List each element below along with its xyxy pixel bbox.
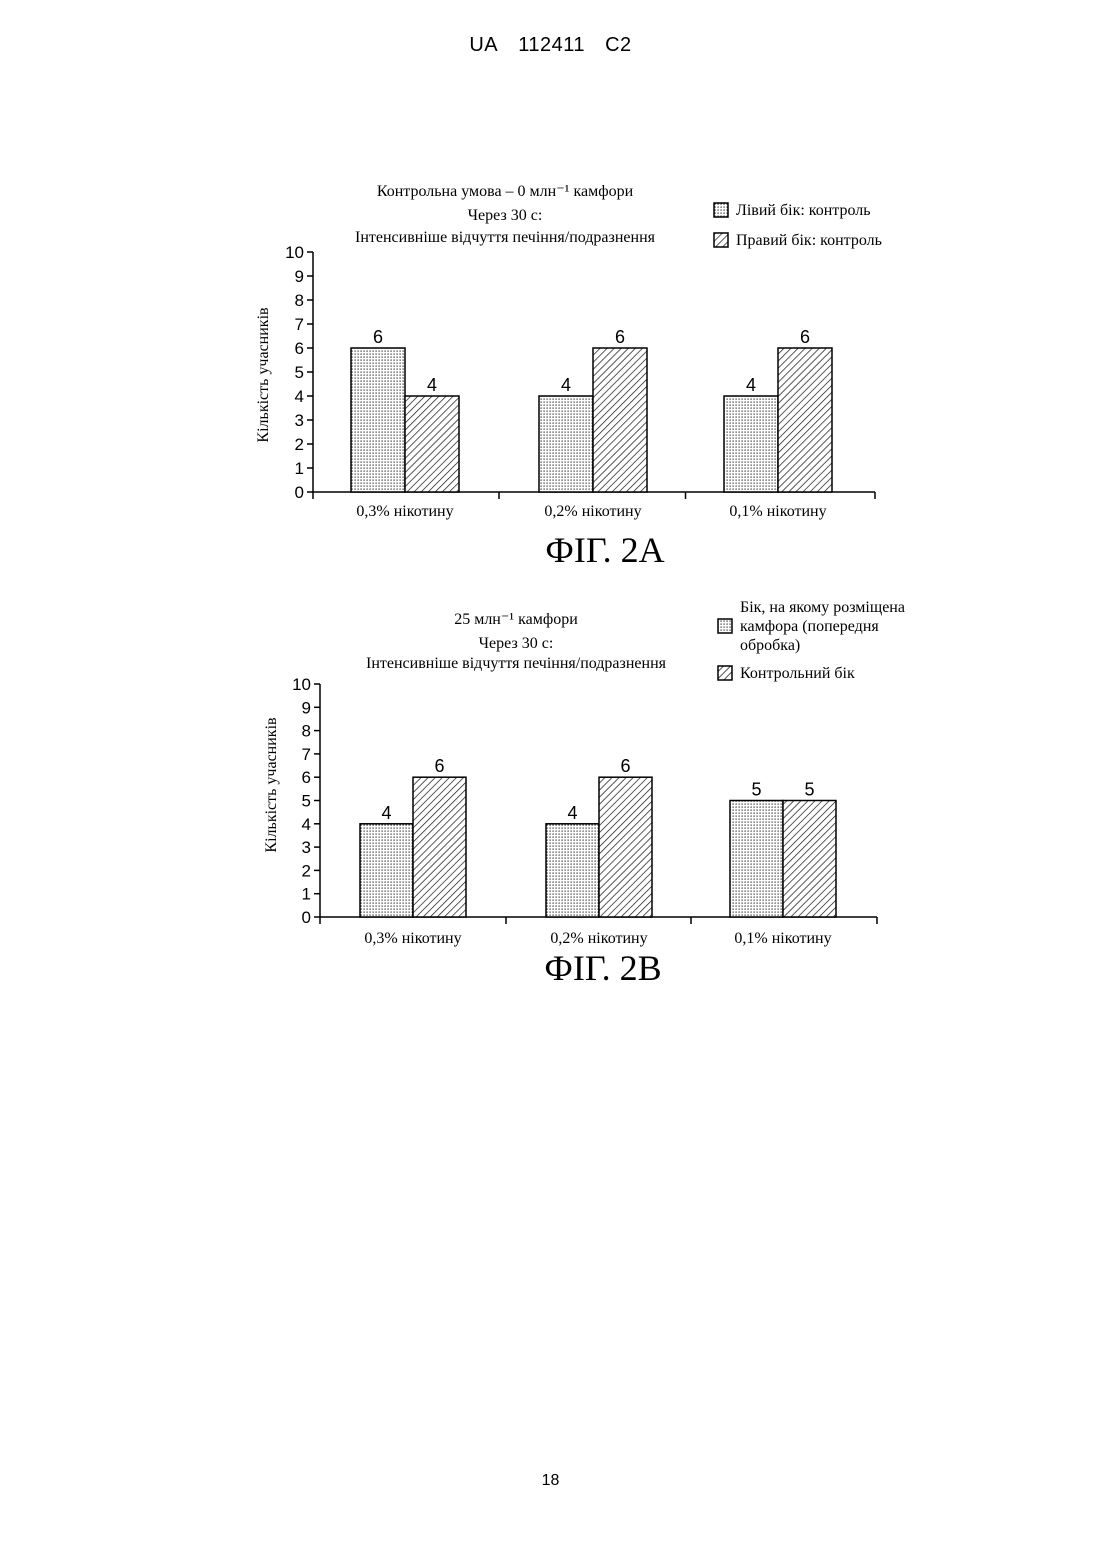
- y-tick-label: 3: [302, 838, 311, 857]
- bar: [783, 801, 836, 918]
- y-tick-label: 7: [302, 745, 311, 764]
- x-category-label: 0,2% нікотину: [550, 930, 647, 947]
- y-tick-label: 9: [295, 267, 304, 286]
- bar-value-label: 6: [373, 327, 383, 347]
- y-tick-label: 8: [302, 722, 311, 741]
- x-category-label: 0,1% нікотину: [734, 930, 831, 947]
- y-tick-label: 5: [302, 792, 311, 811]
- chart-title-line: Через 30 с:: [479, 635, 554, 652]
- figure-label: ФІГ. 2А: [545, 530, 664, 570]
- legend-label: обробка): [740, 637, 800, 654]
- y-tick-label: 2: [302, 861, 311, 880]
- bar-value-label: 4: [561, 375, 571, 395]
- y-tick-label: 10: [285, 243, 304, 262]
- legend-swatch: [714, 203, 728, 217]
- y-tick-label: 4: [302, 815, 311, 834]
- header-number: 112411: [518, 34, 585, 56]
- y-tick-label: 0: [302, 908, 311, 927]
- x-category-label: 0,1% нікотину: [729, 503, 826, 520]
- figure-2b-chart: 25 млн⁻¹ камфори Через 30 с: Інтенсивніше …: [0, 590, 1101, 990]
- bar: [360, 824, 413, 917]
- bar: [546, 824, 599, 917]
- bar: [413, 777, 466, 917]
- bar-value-label: 4: [427, 375, 437, 395]
- y-tick-label: 5: [295, 363, 304, 382]
- bar: [351, 348, 405, 492]
- y-tick-label: 2: [295, 435, 304, 454]
- legend-label: Лівий бік: контроль: [736, 202, 871, 219]
- figure-2a-chart: Контрольна умова – 0 млн⁻¹ камфори Через …: [0, 170, 1101, 570]
- y-tick-label: 1: [302, 885, 311, 904]
- legend-label: Правий бік: контроль: [736, 232, 882, 249]
- bar-value-label: 6: [434, 756, 444, 776]
- chart-title-line: Інтенсивніше відчуття печіння/подразненн…: [355, 229, 656, 246]
- legend-label: Контрольний бік: [740, 665, 855, 682]
- bar: [539, 396, 593, 492]
- bar: [599, 777, 652, 917]
- y-tick-label: 4: [295, 387, 304, 406]
- figure-label: ФІГ. 2В: [544, 948, 661, 988]
- chart-title-line: 25 млн⁻¹ камфори: [454, 611, 578, 628]
- document-header: UA 112411 C2: [0, 34, 1101, 57]
- chart-title-line: Контрольна умова – 0 млн⁻¹ камфори: [377, 183, 634, 200]
- x-category-label: 0,3% нікотину: [364, 930, 461, 947]
- legend-label: камфора (попередня: [740, 618, 879, 635]
- x-category-label: 0,2% нікотину: [544, 503, 641, 520]
- y-axis-label: Кількість учасників: [255, 307, 272, 443]
- legend-swatch: [718, 666, 732, 680]
- bar-value-label: 5: [804, 780, 814, 800]
- y-tick-label: 6: [295, 339, 304, 358]
- y-tick-label: 10: [292, 675, 311, 694]
- bar: [405, 396, 459, 492]
- bar: [724, 396, 778, 492]
- bar-value-label: 6: [620, 756, 630, 776]
- bar: [730, 801, 783, 918]
- bar-value-label: 4: [567, 803, 577, 823]
- page-number: 18: [0, 1472, 1101, 1490]
- bar-value-label: 5: [751, 780, 761, 800]
- bar-value-label: 4: [746, 375, 756, 395]
- chart-title-line: Інтенсивніше відчуття печіння/подразненн…: [366, 655, 667, 672]
- header-kind: C2: [605, 34, 632, 56]
- chart-title-line: Через 30 с:: [468, 207, 543, 224]
- y-tick-label: 6: [302, 768, 311, 787]
- bar-value-label: 4: [381, 803, 391, 823]
- legend-swatch: [718, 619, 732, 633]
- y-axis-label: Кількість учасників: [263, 717, 280, 853]
- x-category-label: 0,3% нікотину: [356, 503, 453, 520]
- y-tick-label: 9: [302, 698, 311, 717]
- y-tick-label: 7: [295, 315, 304, 334]
- bar: [778, 348, 832, 492]
- y-tick-label: 8: [295, 291, 304, 310]
- legend-label: Бік, на якому розміщена: [740, 599, 905, 616]
- y-tick-label: 0: [295, 483, 304, 502]
- bar: [593, 348, 647, 492]
- y-tick-label: 3: [295, 411, 304, 430]
- bar-value-label: 6: [800, 327, 810, 347]
- header-country: UA: [469, 34, 498, 56]
- legend-swatch: [714, 233, 728, 247]
- y-tick-label: 1: [295, 459, 304, 478]
- bar-value-label: 6: [615, 327, 625, 347]
